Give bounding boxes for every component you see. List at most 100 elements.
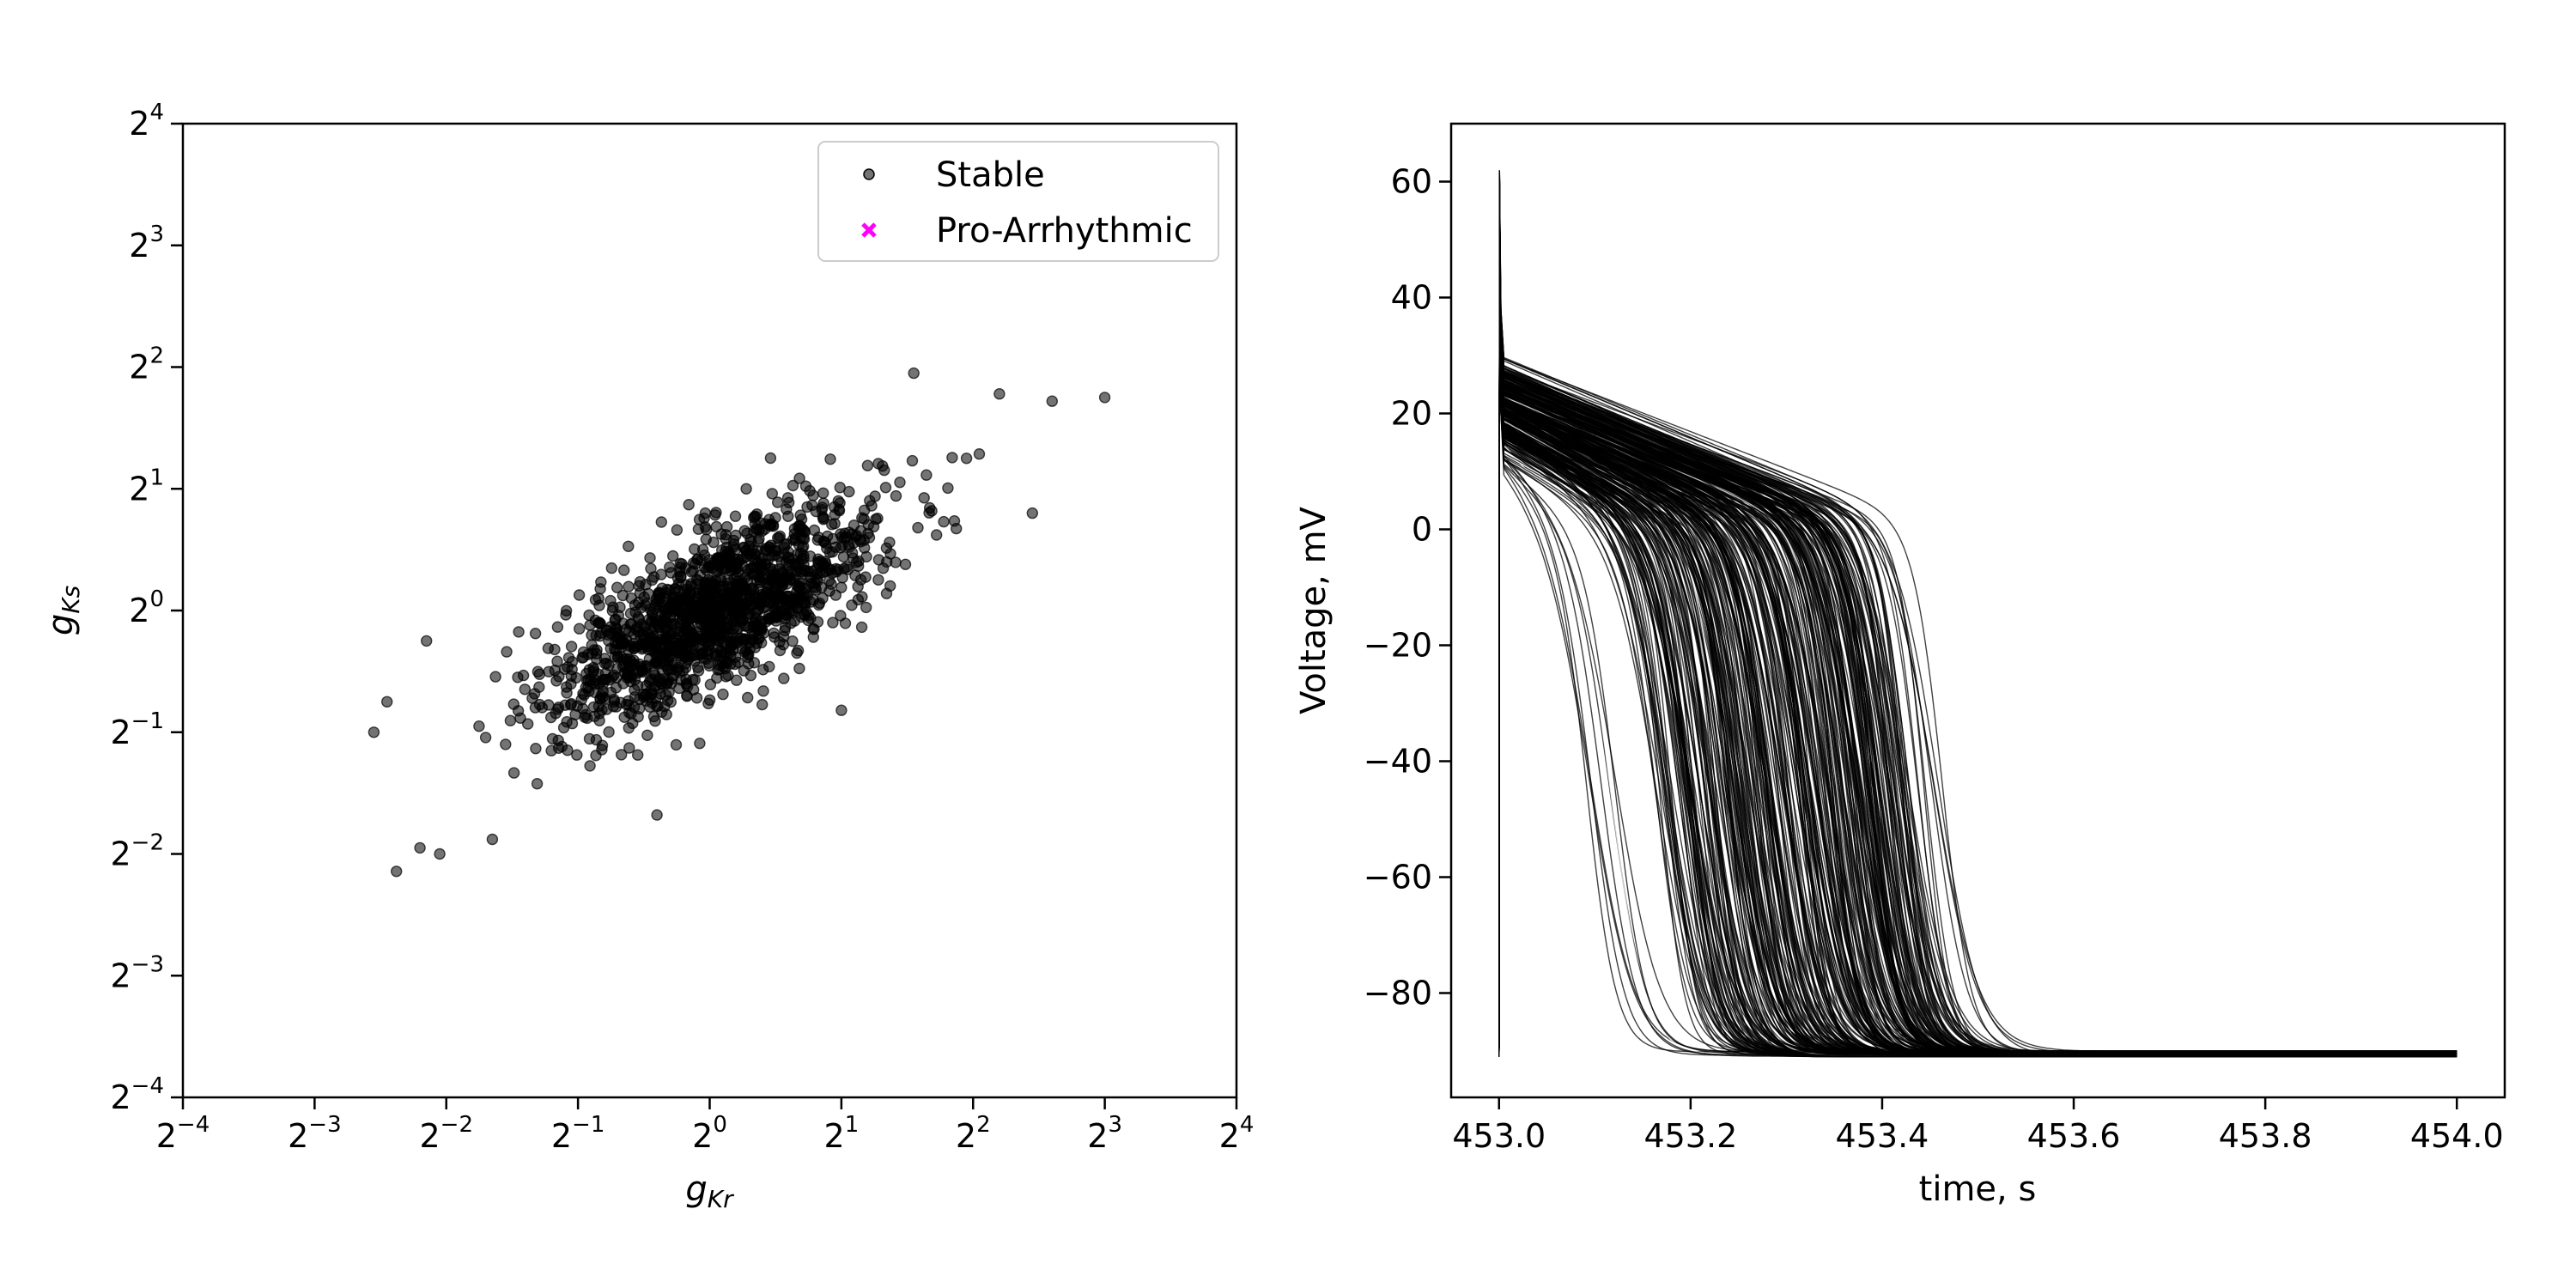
scatter-point-stable — [704, 678, 717, 690]
scatter-point-stable — [872, 458, 884, 470]
scatter-point-stable — [693, 513, 706, 526]
scatter-point-stable — [729, 510, 742, 522]
scatter-point-stable — [703, 694, 716, 706]
scatter-point-stable — [899, 558, 912, 570]
scatter-point-stable — [722, 669, 734, 682]
scatter-point-stable — [551, 621, 564, 633]
scatter-point-stable — [589, 674, 602, 687]
x-label-sub: Kr — [708, 1185, 734, 1213]
scatter-point-stable — [906, 454, 919, 467]
scatter-point-stable — [830, 566, 842, 578]
scatter-point-stable — [574, 623, 586, 635]
scatter-point-stable — [596, 739, 609, 751]
scatter-point-stable — [486, 833, 499, 846]
scatter-point-stable — [519, 683, 531, 696]
scatter-point-stable — [854, 525, 867, 537]
scatter-point-stable — [605, 562, 617, 574]
scatter-panel: 2−4 2−3 2−2 2−1 20 21 22 23 24 2−42−32−22−120212… — [41, 100, 1254, 1213]
scatter-point-stable — [368, 726, 380, 738]
scatter-point-stable — [701, 564, 713, 576]
x-tick-label: 23 — [1087, 1112, 1122, 1155]
scatter-point-stable — [629, 690, 641, 703]
legend-pro-arrhythmic-marker — [861, 222, 877, 238]
scatter-point-stable — [723, 548, 735, 561]
scatter-point-stable — [623, 742, 635, 754]
scatter-point-stable — [774, 635, 786, 648]
scatter-point-stable — [664, 561, 676, 574]
scatter-point-stable — [716, 657, 729, 669]
x-tick-label: 453.6 — [2027, 1117, 2121, 1155]
scatter-point-stable — [746, 634, 758, 646]
scatter-point-stable — [692, 665, 705, 677]
x-tick-label: 453.0 — [1452, 1117, 1546, 1155]
scatter-point-stable — [703, 644, 715, 656]
scatter-point-stable — [755, 597, 767, 609]
scatter-point-stable — [787, 479, 799, 492]
scatter-point-stable — [763, 541, 775, 553]
trace-y-axis-label: Voltage, mV — [1294, 506, 1334, 714]
scatter-point-stable — [734, 615, 746, 627]
y-tick-label: 20 — [1391, 395, 1432, 433]
scatter-point-stable — [748, 562, 760, 574]
scatter-point-stable — [742, 691, 754, 704]
scatter-point-stable — [792, 591, 804, 603]
x-tick-label: 2−4 — [156, 1112, 210, 1155]
scatter-point-stable — [866, 500, 878, 512]
scatter-point-stable — [500, 738, 512, 750]
y-tick-label: 0 — [1412, 511, 1432, 549]
scatter-point-stable — [918, 492, 930, 504]
legend-pro-arrhythmic-label: Pro-Arrhythmic — [936, 211, 1193, 251]
x-label-main: g — [685, 1170, 707, 1209]
scatter-point-stable — [740, 483, 752, 495]
scatter-point-stable — [564, 699, 577, 711]
legend-box — [817, 141, 1219, 262]
scatter-point-stable — [618, 564, 630, 576]
scatter-point-stable — [757, 685, 769, 697]
scatter-point-stable — [580, 667, 592, 680]
y-tick-label: 40 — [1391, 279, 1432, 317]
scatter-x-ticks: 2−4 2−3 2−2 2−1 20 21 22 23 24 — [156, 1097, 1254, 1155]
scatter-point-stable — [670, 738, 683, 751]
scatter-point-stable — [880, 542, 893, 554]
scatter-point-stable — [501, 646, 513, 658]
scatter-point-stable — [381, 696, 393, 708]
scatter-point-stable — [807, 593, 819, 606]
scatter-point-stable — [835, 581, 848, 593]
scatter-point-stable — [655, 516, 667, 528]
y-tick-label: 23 — [129, 222, 164, 264]
y-tick-label: 22 — [129, 343, 164, 386]
scatter-point-stable — [807, 489, 819, 501]
scatter-point-stable — [879, 482, 892, 494]
voltage-trace — [1498, 309, 2458, 1054]
x-tick-label: 2−2 — [419, 1112, 473, 1155]
scatter-point-stable — [517, 669, 530, 682]
scatter-point-stable — [565, 641, 578, 653]
scatter-point-stable — [720, 647, 732, 659]
scatter-point-stable — [714, 556, 726, 568]
scatter-point-stable — [823, 585, 835, 597]
trace-y-ticks: 60 40 20 0 −20 −40 −60 −80 — [1364, 163, 1451, 1012]
scatter-point-stable — [748, 512, 760, 524]
scatter-point-stable — [796, 542, 809, 555]
scatter-point-stable — [781, 503, 793, 515]
scatter-point-stable — [533, 698, 546, 711]
scatter-point-stable — [560, 609, 572, 621]
scatter-point-stable — [726, 604, 738, 617]
scatter-point-stable — [671, 524, 683, 536]
scatter-point-stable — [756, 698, 769, 711]
scatter-point-stable — [817, 512, 830, 525]
scatter-point-stable — [589, 686, 601, 699]
scatter-point-stable — [753, 532, 765, 545]
scatter-point-stable — [930, 529, 943, 541]
scatter-point-stable — [697, 652, 709, 664]
scatter-point-stable — [766, 488, 778, 500]
scatter-point-stable — [607, 601, 619, 613]
scatter-point-stable — [869, 490, 881, 502]
scatter-point-stable — [714, 621, 726, 634]
scatter-point-stable — [768, 627, 780, 640]
y-tick-label: 2−1 — [110, 708, 164, 751]
scatter-point-stable — [725, 565, 737, 577]
scatter-point-stable — [655, 568, 667, 580]
scatter-point-stable — [793, 524, 805, 536]
trace-x-axis-label: time, s — [1919, 1170, 2037, 1209]
